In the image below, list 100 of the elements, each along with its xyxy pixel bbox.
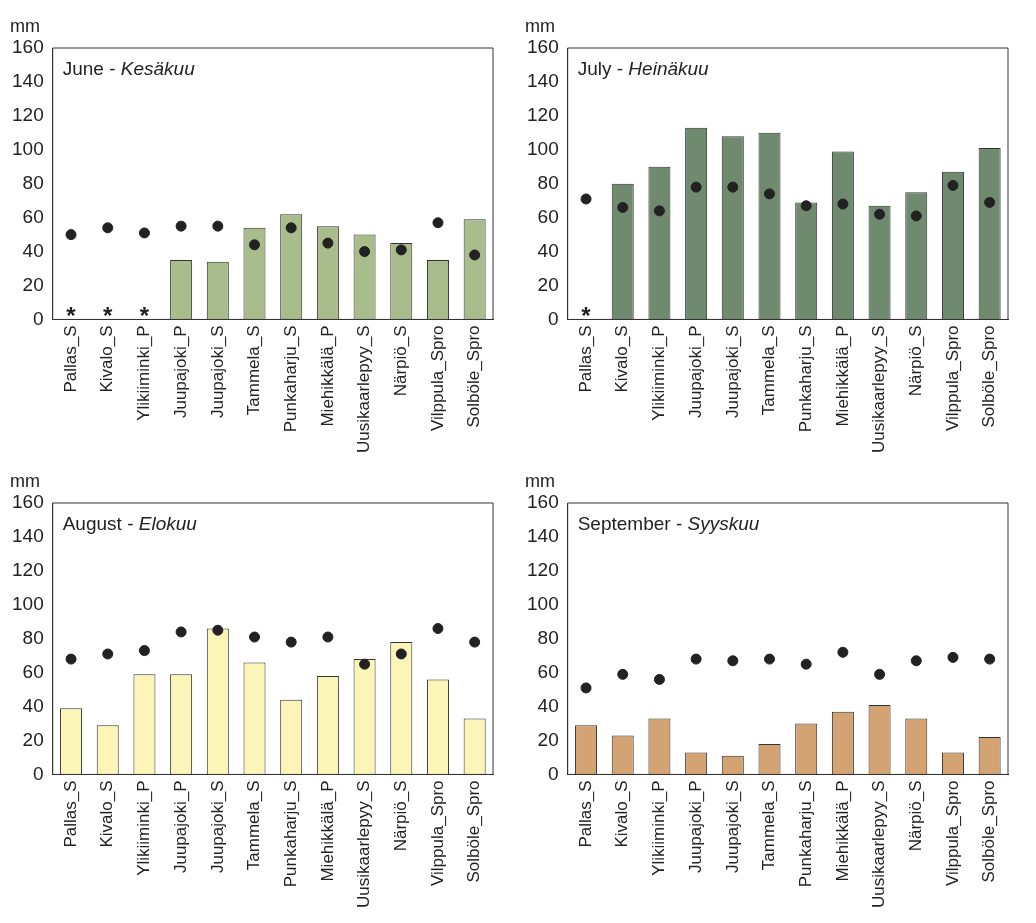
point: [727, 655, 739, 667]
x-tick-label: Ylikiiminki_P: [649, 780, 669, 876]
y-tick-label: 20: [537, 728, 559, 750]
x-tick-label: Pallas_S: [575, 780, 595, 848]
point: [764, 188, 776, 200]
y-tick-label: 140: [12, 70, 44, 92]
y-tick-label: 60: [537, 660, 559, 682]
point: [432, 623, 444, 635]
x-tick-label: Punkaharju_S: [795, 780, 815, 888]
y-tick-label: 140: [527, 70, 559, 92]
x-tick-label: Miehikkälä_P: [832, 325, 852, 427]
y-tick-label: 40: [537, 239, 559, 261]
x-tick-label: Kivalo_S: [97, 780, 117, 848]
x-tick-label: Vilppula_Spro: [942, 325, 962, 431]
text: July -: [577, 57, 624, 79]
x-tick-label: Närpiö_S: [390, 325, 410, 397]
text: June -: [62, 57, 116, 79]
y-tick-label: 100: [12, 138, 44, 160]
point: [947, 179, 959, 191]
point: [65, 229, 77, 241]
point: [910, 655, 922, 667]
point: [65, 653, 77, 665]
point: [727, 181, 739, 193]
point: [285, 636, 297, 648]
point: [984, 653, 996, 665]
x-tick-label: Uusikaarlepyy_S: [869, 325, 889, 453]
y-tick-label: 0: [33, 307, 44, 329]
point: [690, 181, 702, 193]
point: [359, 246, 371, 258]
y-tick-label: 20: [537, 273, 559, 295]
x-tick-label: Tammela_S: [244, 780, 264, 871]
point: [800, 200, 812, 212]
y-tick-label: 120: [12, 104, 44, 126]
x-tick-label: Ylikiiminki_P: [649, 325, 669, 421]
point: [580, 682, 592, 694]
y-tick-label: 100: [527, 138, 559, 160]
x-tick-label: Juupajoki_P: [685, 780, 705, 874]
y-tick-label: 140: [527, 525, 559, 547]
point: [432, 217, 444, 229]
point: [690, 653, 702, 665]
x-tick-label: Tammela_S: [244, 325, 264, 416]
point: [138, 645, 150, 657]
x-tick-label: Juupajoki_S: [207, 780, 227, 874]
text: August -: [62, 512, 134, 534]
y-tick-label: 80: [22, 626, 44, 648]
point: [395, 244, 407, 256]
y-tick-label: 160: [12, 36, 44, 58]
x-tick-label: Pallas_S: [60, 780, 80, 848]
point: [175, 626, 187, 638]
x-tick-label: Uusikaarlepyy_S: [869, 780, 889, 908]
x-tick-label: Närpiö_S: [390, 780, 410, 852]
y-tick-label: 120: [12, 559, 44, 581]
text: Heinäkuu: [628, 57, 710, 79]
y-tick-label: 80: [537, 626, 559, 648]
point: [874, 668, 886, 680]
point: [322, 631, 334, 643]
point: [469, 636, 481, 648]
x-tick-label: Uusikaarlepyy_S: [354, 780, 374, 908]
point: [653, 673, 665, 685]
y-axis-title: mm: [10, 15, 40, 36]
y-tick-label: 0: [548, 762, 559, 784]
y-tick-label: 160: [12, 491, 44, 513]
point: [322, 237, 334, 249]
y-tick-label: 120: [527, 104, 559, 126]
x-tick-label: Solböle_Spro: [464, 325, 484, 428]
point: [874, 208, 886, 220]
point: [764, 653, 776, 665]
x-tick-label: Kivalo_S: [612, 780, 632, 848]
x-tick-label: Tammela_S: [759, 780, 779, 871]
x-tick-label: Solböle_Spro: [464, 780, 484, 883]
x-tick-label: Punkaharju_S: [795, 325, 815, 433]
y-tick-label: 60: [537, 205, 559, 227]
x-tick-label: Miehikkälä_P: [317, 325, 337, 427]
x-tick-label: Juupajoki_S: [722, 780, 742, 874]
y-tick-label: 40: [22, 694, 44, 716]
x-tick-label: Vilppula_Spro: [942, 780, 962, 886]
x-tick-label: Närpiö_S: [905, 325, 925, 397]
x-tick-label: Juupajoki_P: [170, 325, 190, 419]
y-tick-label: 160: [527, 491, 559, 513]
point: [138, 227, 150, 239]
point: [837, 198, 849, 210]
y-tick-label: 160: [527, 36, 559, 58]
point: [212, 624, 224, 636]
y-tick-label: 100: [527, 593, 559, 615]
y-tick-label: 140: [12, 525, 44, 547]
y-tick-label: 60: [22, 660, 44, 682]
point: [837, 646, 849, 658]
point: [947, 651, 959, 663]
y-tick-label: 120: [527, 559, 559, 581]
text: September -: [577, 512, 683, 534]
point: [249, 239, 261, 251]
y-tick-label: 80: [537, 171, 559, 193]
text: Syyskuu: [687, 512, 760, 534]
point: [617, 201, 629, 213]
x-tick-label: Tammela_S: [759, 325, 779, 416]
x-tick-label: Juupajoki_P: [685, 325, 705, 419]
y-tick-label: 20: [22, 728, 44, 750]
point: [212, 220, 224, 232]
y-axis-title: mm: [10, 470, 40, 491]
y-tick-label: 80: [22, 171, 44, 193]
